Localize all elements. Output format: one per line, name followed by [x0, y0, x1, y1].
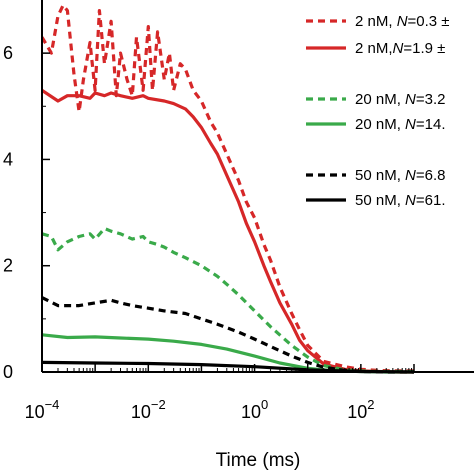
- y-tick-label: 2: [3, 256, 13, 276]
- x-tick-label: 10−2: [131, 397, 166, 422]
- series-line-3: [42, 226, 414, 374]
- series-line-2: [42, 88, 414, 374]
- series-line-1: [42, 3, 414, 373]
- legend-label-1: 2 nM, N=0.3 ±: [355, 13, 450, 30]
- legend-label-3: 20 nM, N=3.2: [355, 91, 446, 108]
- axes-layer: 10−4 10−2 100 102 0 2 4 6: [3, 0, 474, 422]
- x-axis-title: Time (ms): [216, 450, 301, 471]
- series-layer: [42, 3, 415, 374]
- legend-label-6: 50 nM, N=61.: [355, 192, 446, 209]
- x-tick-label: 102: [347, 397, 374, 422]
- x-tick-label: 10−4: [25, 397, 60, 422]
- legend-label-2: 2 nM,N=1.9 ±: [355, 40, 445, 57]
- legend-label-4: 20 nM, N=14.: [355, 116, 446, 133]
- x-tick-label: 100: [241, 397, 268, 422]
- y-tick-label: 4: [3, 149, 13, 169]
- legend-label-5: 50 nM, N=6.8: [355, 167, 446, 184]
- y-tick-label: 6: [3, 43, 13, 63]
- y-tick-label: 0: [3, 362, 13, 382]
- series-line-5: [42, 296, 414, 374]
- legend: 2 nM, N=0.3 ± 2 nM,N=1.9 ± 20 nM, N=3.2 20 …: [306, 13, 450, 209]
